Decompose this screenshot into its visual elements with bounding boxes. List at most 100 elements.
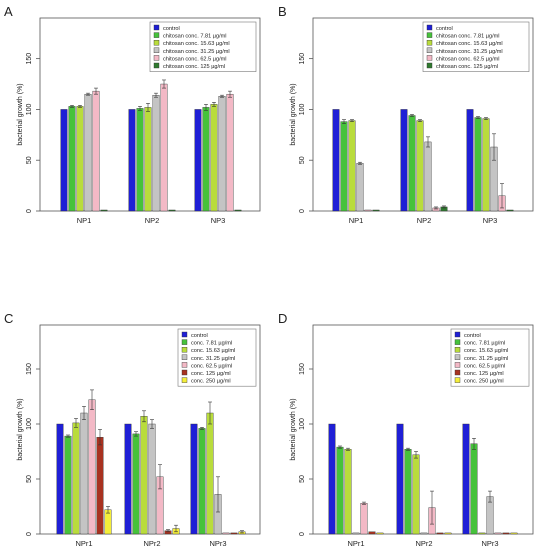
legend-swatch [153,24,160,31]
legend-swatch [181,339,188,345]
legend-label: conc. 62.5 µg/ml [191,363,232,369]
legend-label: control [464,333,481,339]
bar [136,108,144,212]
legend-label: chitosan conc. 62.5 µg/ml [163,56,227,62]
legend-label: conc. 62.5 µg/ml [464,363,505,369]
legend-swatch [153,40,160,46]
x-tick-label: NPr1 [347,539,364,548]
bar [100,209,108,212]
bar [92,90,100,212]
legend-swatch [181,331,188,338]
y-axis-title: bacterial growth (%) [17,398,24,460]
x-tick-label: NPr2 [415,539,432,548]
legend-swatch [454,377,461,383]
x-tick-label: NP3 [211,216,226,225]
legend-box [450,328,530,387]
legend-label: conc. 250 µg/ml [191,379,231,385]
y-tick-label: 150 [26,53,33,65]
x-tick-label: NP1 [77,216,92,225]
y-axis-title: bacterial growth (%) [17,83,24,145]
bar [234,209,242,212]
legend-swatch [454,339,461,345]
x-tick-label: NPr2 [143,539,160,548]
bar [194,109,202,212]
bar [360,503,368,535]
legend-swatch [454,331,461,338]
chart-panel-a: A 0 50 100 150 bacterial growth (%) NP1 NP2 NP3 c… [4,4,261,225]
bar [202,107,210,212]
legend-swatch [153,62,160,69]
bar [494,532,502,535]
legend-swatch [426,55,433,61]
x-tick-label: NPr1 [75,539,92,548]
bar [344,449,352,535]
legend-box [422,21,530,72]
legend-swatch [181,369,188,376]
legend-swatch [181,347,188,353]
bar [412,454,420,535]
legend-label: chitosan conc. 15.63 µg/ml [436,41,503,47]
bar [336,446,344,535]
bar [376,532,384,535]
legend-label: conc. 31.25 µg/ml [191,356,235,362]
y-tick-label: 0 [26,209,33,213]
y-tick-label: 100 [299,418,306,430]
bar [168,209,176,212]
bar [152,94,160,212]
legend-label: chitosan conc. 31.25 µg/ml [163,49,230,55]
panel-label: B [278,4,287,19]
legend-swatch [426,32,433,38]
bar [132,433,140,535]
bar [436,532,444,535]
bar [510,532,518,535]
bar [372,209,380,212]
legend-label: chitosan conc. 62.5 µg/ml [436,56,500,62]
x-tick-label: NPr3 [209,539,226,548]
bar [352,532,360,535]
y-tick-label: 50 [299,156,306,164]
legend-swatch [454,362,461,368]
panel-label: A [4,4,13,19]
y-tick-label: 50 [299,475,306,483]
legend-label: chitosan conc. 7.81 µg/ml [163,34,227,40]
legend-swatch [426,62,433,69]
x-tick-label: NP2 [145,216,160,225]
bar [218,96,226,212]
bar [64,435,72,535]
legend-label: conc. 125 µg/ml [464,371,504,377]
legend-swatch [181,362,188,368]
bar [160,83,168,212]
bar [400,109,408,212]
legend-label: conc. 250 µg/ml [464,379,504,385]
panel-label: D [278,311,287,326]
legend-label: chitosan conc. 31.25 µg/ml [436,49,503,55]
legend-label: control [163,26,180,32]
bar [396,423,404,535]
bar [124,423,132,535]
legend-swatch [181,377,188,383]
legend-box [149,21,257,72]
chart-panel-d: D 0 50 100 150 bacterial growth (%) NPr1 NPr2 NP… [278,311,534,548]
bar [56,423,64,535]
bar [332,109,340,212]
bar [88,399,96,535]
y-tick-label: 150 [299,363,306,375]
legend-swatch [426,40,433,46]
legend-swatch [454,369,461,376]
bar [84,93,92,212]
legend-label: conc. 7.81 µg/ml [464,341,505,347]
y-tick-label: 0 [26,532,33,536]
legend-label: conc. 15.63 µg/ml [464,348,508,354]
chart-panel-c: C 0 50 100 150 bacterial growth (%) NPr1 NPr2 NP… [4,311,261,548]
bar [226,93,234,212]
legend-label: control [436,26,453,32]
bar [424,141,432,212]
bar [128,109,136,212]
bar [76,106,84,212]
bar [190,423,198,535]
bar [470,443,478,535]
bar [462,423,470,535]
legend-swatch [153,55,160,61]
bar [416,120,424,212]
